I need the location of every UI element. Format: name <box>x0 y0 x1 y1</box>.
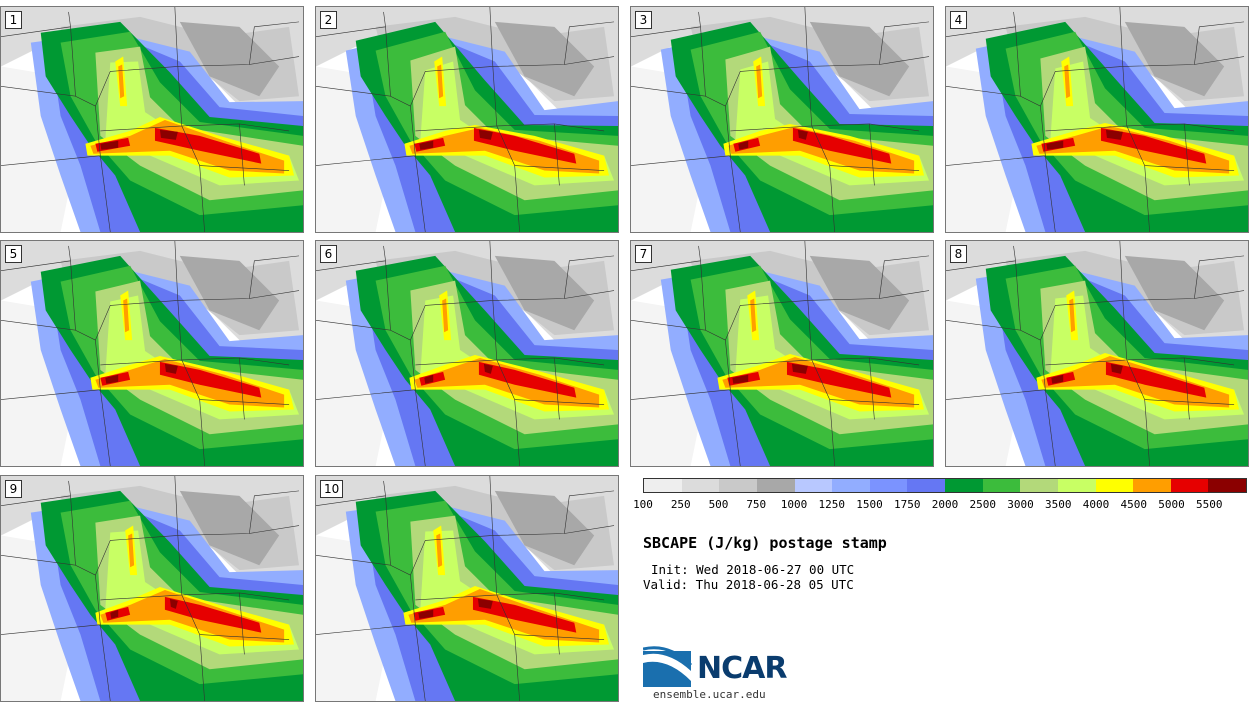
ensemble-member-panel: 2 <box>315 6 619 233</box>
colorbar-segment <box>1208 479 1246 492</box>
colorbar-tick-label: 3000 <box>1007 498 1034 511</box>
chart-title: SBCAPE (J/kg) postage stamp <box>643 534 887 552</box>
ensemble-member-panel: 10 <box>315 475 619 702</box>
colorbar-tick-label: 2500 <box>969 498 997 511</box>
ncar-logo: NCAR ensemble.ucar.edu <box>642 645 803 701</box>
colorbar-segment <box>982 479 1021 492</box>
init-time: Init: Wed 2018-06-27 00 UTC <box>651 562 855 577</box>
ncar-logo-word: NCAR <box>697 651 787 686</box>
colorbar-tick-label: 250 <box>670 498 691 511</box>
member-number-label: 5 <box>5 245 22 263</box>
colorbar-segment <box>1170 479 1209 492</box>
member-number-label: 6 <box>320 245 337 263</box>
colorbar-segment <box>1133 479 1171 492</box>
colorbar-segment <box>945 479 983 492</box>
colorbar-segment <box>756 479 795 492</box>
cape-map <box>946 241 1248 466</box>
cape-map <box>316 241 618 466</box>
colorbar-tick-label: 100 <box>633 498 653 511</box>
ensemble-member-panel: 7 <box>630 240 934 467</box>
colorbar-segment <box>869 479 908 492</box>
colorbar-tick-label: 2000 <box>931 498 959 511</box>
ncar-logo-icon <box>642 646 693 687</box>
ensemble-member-panel: 8 <box>945 240 1249 467</box>
member-number-label: 1 <box>5 11 22 29</box>
ensemble-member-panel: 6 <box>315 240 619 467</box>
member-number-label: 10 <box>320 480 344 498</box>
colorbar-segment <box>832 479 870 492</box>
member-number-label: 3 <box>635 11 652 29</box>
colorbar-tick-label: 1500 <box>856 498 883 511</box>
ensemble-member-panel: 9 <box>0 475 304 702</box>
colorbar-tick-labels: 100 250 500 750 1000 1250 1500 1750 2000 2500 3000… <box>0 498 1260 512</box>
cape-map <box>1 476 303 701</box>
colorbar-segment <box>644 479 682 492</box>
colorbar-segment <box>1020 479 1058 492</box>
colorbar-tick-label: 4500 <box>1120 498 1148 511</box>
colorbar-segment <box>907 479 945 492</box>
colorbar-segment <box>1095 479 1134 492</box>
cape-map <box>631 7 933 232</box>
colorbar-segment <box>719 479 757 492</box>
cape-map <box>316 476 618 701</box>
cape-map <box>316 7 618 232</box>
colorbar-tick-label: 5000 <box>1158 498 1185 511</box>
member-number-label: 2 <box>320 11 337 29</box>
colorbar-tick-label: 1000 <box>780 498 808 511</box>
colorbar-tick-label: 3500 <box>1045 498 1072 511</box>
member-number-label: 7 <box>635 245 652 263</box>
colorbar-tick-label: 4000 <box>1082 498 1110 511</box>
ensemble-member-panel: 5 <box>0 240 304 467</box>
valid-time: Valid: Thu 2018-06-28 05 UTC <box>643 577 854 592</box>
cape-map <box>1 7 303 232</box>
member-number-label: 8 <box>950 245 967 263</box>
colorbar <box>643 478 1247 493</box>
cape-map <box>1 241 303 466</box>
colorbar-tick-label: 5500 <box>1196 498 1223 511</box>
colorbar-tick-label: 1750 <box>894 498 921 511</box>
colorbar-tick-label: 500 <box>708 498 729 511</box>
colorbar-segment <box>794 479 833 492</box>
colorbar-segment <box>681 479 720 492</box>
colorbar-tick-label: 1250 <box>818 498 846 511</box>
logo-url: ensemble.ucar.edu <box>653 688 766 701</box>
cape-map <box>631 241 933 466</box>
ensemble-member-panel: 4 <box>945 6 1249 233</box>
ensemble-member-panel: 3 <box>630 6 934 233</box>
ensemble-member-panel: 1 <box>0 6 304 233</box>
member-number-label: 4 <box>950 11 967 29</box>
colorbar-segment <box>1057 479 1096 492</box>
member-number-label: 9 <box>5 480 22 498</box>
cape-map <box>946 7 1248 232</box>
colorbar-tick-label: 750 <box>746 498 767 511</box>
